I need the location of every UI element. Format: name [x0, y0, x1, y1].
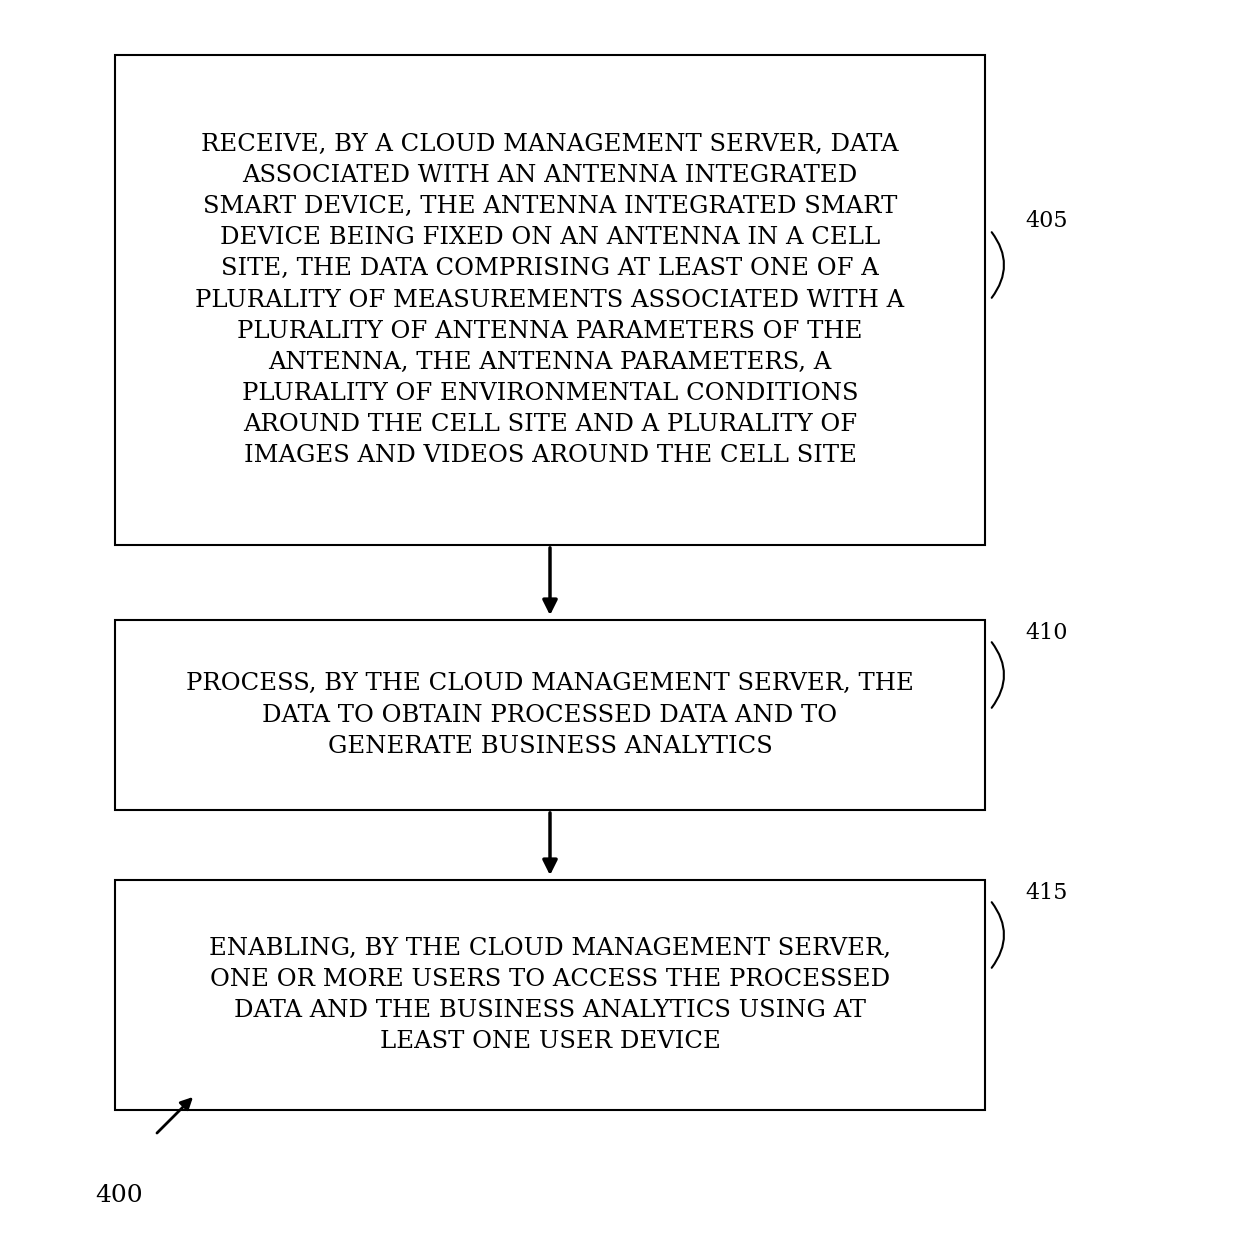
Text: 410: 410	[1025, 622, 1068, 645]
Text: ENABLING, BY THE CLOUD MANAGEMENT SERVER,
ONE OR MORE USERS TO ACCESS THE PROCES: ENABLING, BY THE CLOUD MANAGEMENT SERVER…	[210, 937, 892, 1053]
Text: 400: 400	[95, 1183, 143, 1206]
Text: 405: 405	[1025, 210, 1068, 232]
Text: 415: 415	[1025, 883, 1068, 904]
Bar	[115, 55, 985, 545]
Text: PROCESS, BY THE CLOUD MANAGEMENT SERVER, THE
DATA TO OBTAIN PROCESSED DATA AND T: PROCESS, BY THE CLOUD MANAGEMENT SERVER,…	[186, 672, 914, 758]
Bar	[115, 619, 985, 810]
Bar	[115, 880, 985, 1110]
Text: RECEIVE, BY A CLOUD MANAGEMENT SERVER, DATA
ASSOCIATED WITH AN ANTENNA INTEGRATE: RECEIVE, BY A CLOUD MANAGEMENT SERVER, D…	[196, 133, 904, 467]
